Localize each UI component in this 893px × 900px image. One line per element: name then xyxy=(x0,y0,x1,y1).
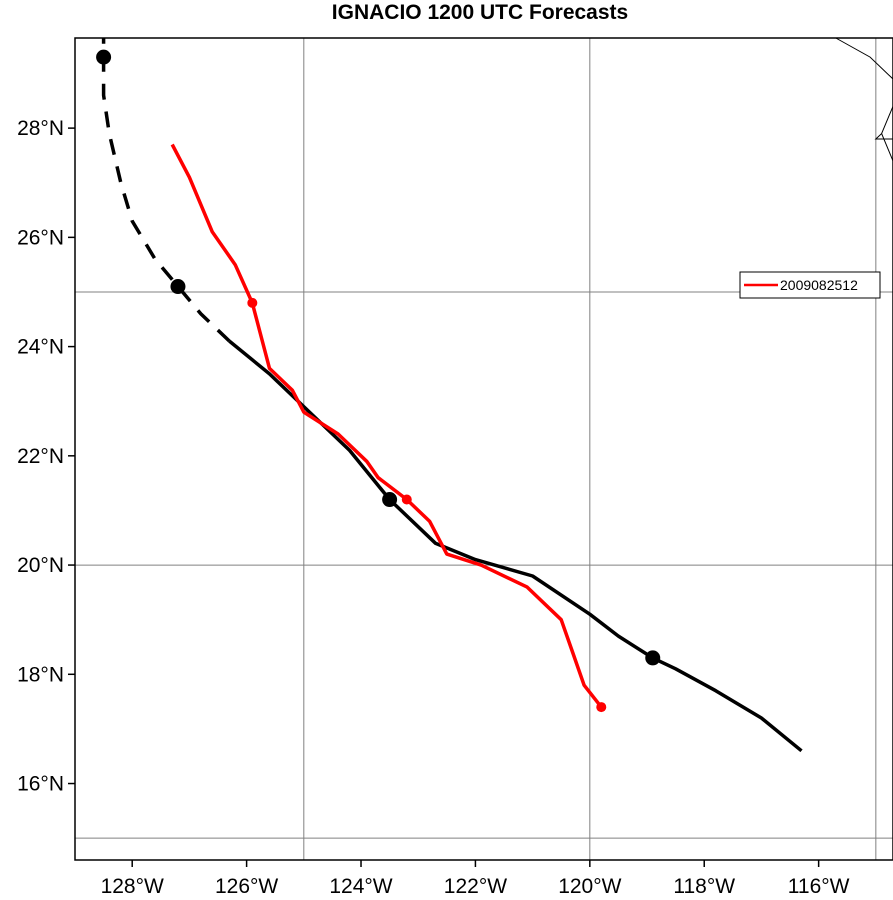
y-tick-label: 28°N xyxy=(17,117,64,140)
axis-ticks: 128°W 126°W 124°W 122°W 120°W 118°W 116°W 16°N 1… xyxy=(17,117,850,898)
forecast-track-point xyxy=(401,494,412,505)
y-tick-label: 20°N xyxy=(17,554,64,577)
coastline-segment xyxy=(881,133,893,162)
forecast-track-point xyxy=(247,297,258,308)
grid-lines xyxy=(75,38,893,860)
y-tick-label: 18°N xyxy=(17,663,64,686)
y-tick-label: 22°N xyxy=(17,445,64,468)
legend-box xyxy=(739,271,881,299)
observed-track-point xyxy=(170,279,186,295)
map-frame xyxy=(74,37,893,861)
observed-track-dashed-line xyxy=(101,38,231,343)
coastline-segment xyxy=(874,106,893,140)
y-tick-label: 26°N xyxy=(17,226,64,249)
forecast-track-point xyxy=(596,702,607,713)
legend: 2009082512 xyxy=(739,271,881,299)
map-title: IGNACIO 1200 UTC Forecasts xyxy=(331,1,629,24)
x-tick-label: 118°W xyxy=(673,875,735,898)
legend-label-2009082512: 2009082512 xyxy=(780,277,858,293)
x-tick-label: 116°W xyxy=(788,875,850,898)
coastline xyxy=(835,37,893,162)
observed-track-point xyxy=(645,650,661,666)
observed-track-point xyxy=(96,49,112,65)
observed-track-point xyxy=(382,492,398,508)
observed-track-line xyxy=(228,339,803,753)
y-tick-label: 24°N xyxy=(17,336,64,359)
x-tick-label: 120°W xyxy=(558,875,621,898)
coastline-segment xyxy=(835,37,893,80)
x-tick-label: 126°W xyxy=(215,875,278,898)
x-tick-label: 122°W xyxy=(444,875,507,898)
x-tick-label: 124°W xyxy=(329,875,392,898)
y-tick-label: 16°N xyxy=(17,773,64,796)
x-tick-label: 128°W xyxy=(101,875,164,898)
storm-tracks xyxy=(96,38,803,753)
forecast-track-line xyxy=(170,143,603,709)
